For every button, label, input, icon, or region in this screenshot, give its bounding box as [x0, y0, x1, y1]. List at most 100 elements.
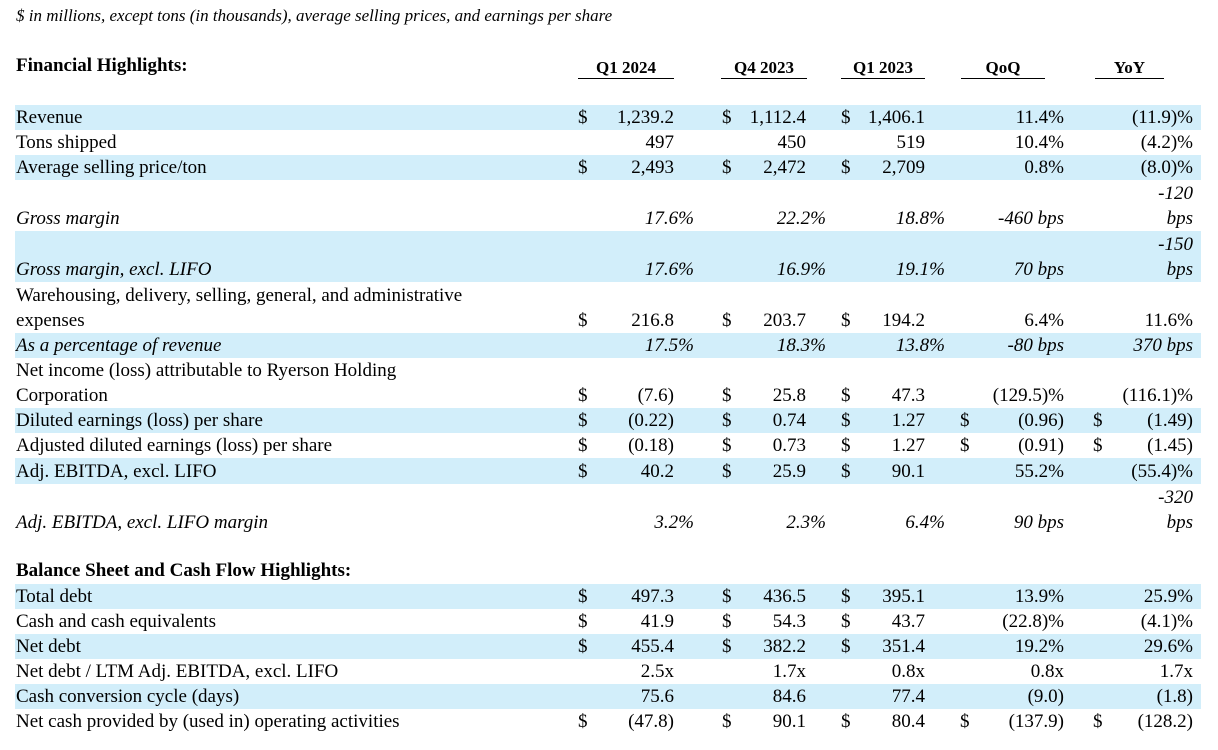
- row-label: Adj. EBITDA, excl. LIFO margin: [16, 512, 269, 533]
- currency-symbol: $: [841, 157, 851, 178]
- currency-symbol: $: [578, 310, 588, 331]
- column-header-q1-2024: Q1 2024: [578, 58, 674, 79]
- currency-symbol: $: [722, 586, 732, 607]
- value-q1-2024: (0.18): [628, 435, 674, 456]
- row-label: Tons shipped: [16, 132, 117, 153]
- value-qoq: 13.9%: [1014, 586, 1064, 607]
- value-q1-2023: 1.27: [891, 435, 925, 456]
- value-q1-2024: 17.5%: [644, 335, 694, 356]
- value-yoy: (55.4)%: [1131, 461, 1193, 482]
- value-q4-2023: 54.3: [772, 611, 806, 632]
- value-q1-2023: 43.7: [891, 611, 925, 632]
- currency-symbol: $: [960, 711, 970, 732]
- value-q1-2024: 216.8: [631, 310, 674, 331]
- value-yoy: -120: [1158, 183, 1193, 204]
- value-q1-2024: 40.2: [640, 461, 674, 482]
- currency-symbol: $: [722, 385, 732, 406]
- value-q4-2023: 1,112.4: [749, 107, 806, 128]
- value-qoq: 11.4%: [1015, 107, 1064, 128]
- currency-symbol: $: [841, 461, 851, 482]
- value-qoq: 6.4%: [1024, 310, 1064, 331]
- currency-symbol: $: [722, 636, 732, 657]
- value-yoy: bps: [1166, 208, 1193, 229]
- value-q1-2024: (0.22): [628, 410, 674, 431]
- row-shading: [15, 634, 1201, 659]
- value-yoy: -150: [1158, 234, 1193, 255]
- balance-sheet-highlights-title: Balance Sheet and Cash Flow Highlights:: [16, 560, 352, 581]
- value-q1-2024: 2.5x: [640, 661, 674, 682]
- currency-symbol: $: [722, 410, 732, 431]
- value-q4-2023: 450: [777, 132, 807, 153]
- currency-symbol: $: [722, 107, 732, 128]
- value-q1-2024: 75.6: [640, 686, 674, 707]
- value-q1-2024: 3.2%: [654, 512, 694, 533]
- value-q1-2023: 2,709: [882, 157, 925, 178]
- row-label: Net debt: [16, 636, 81, 657]
- value-q1-2023: 80.4: [891, 711, 925, 732]
- currency-symbol: $: [841, 636, 851, 657]
- currency-symbol: $: [1093, 410, 1103, 431]
- value-qoq: (22.8)%: [1002, 611, 1064, 632]
- value-q1-2024: 2,493: [631, 157, 674, 178]
- value-qoq: (137.9): [1008, 711, 1064, 732]
- value-qoq: -80 bps: [1007, 335, 1064, 356]
- value-q4-2023: 18.3%: [776, 335, 826, 356]
- column-header-q4-2023: Q4 2023: [721, 58, 807, 79]
- row-label: Corporation: [16, 385, 108, 406]
- value-yoy: (4.2)%: [1140, 132, 1193, 153]
- value-qoq: 55.2%: [1014, 461, 1064, 482]
- value-qoq: -460 bps: [998, 208, 1064, 229]
- currency-symbol: $: [578, 410, 588, 431]
- currency-symbol: $: [960, 410, 970, 431]
- row-shading: [15, 333, 1201, 358]
- row-label: Net income (loss) attributable to Ryerso…: [16, 360, 397, 381]
- row-label: Adjusted diluted earnings (loss) per sha…: [16, 435, 333, 456]
- value-yoy: bps: [1166, 259, 1193, 280]
- currency-symbol: $: [841, 107, 851, 128]
- value-q1-2023: 194.2: [882, 310, 925, 331]
- value-q4-2023: 2.3%: [786, 512, 826, 533]
- value-yoy: 29.6%: [1143, 636, 1193, 657]
- value-yoy: 25.9%: [1143, 586, 1193, 607]
- currency-symbol: $: [722, 157, 732, 178]
- value-q4-2023: 25.9: [772, 461, 806, 482]
- value-q4-2023: 0.74: [772, 410, 806, 431]
- currency-symbol: $: [722, 711, 732, 732]
- value-q4-2023: 90.1: [772, 711, 806, 732]
- value-q4-2023: 436.5: [763, 586, 806, 607]
- value-q1-2024: 17.6%: [644, 259, 694, 280]
- row-shading: [15, 408, 1201, 433]
- value-yoy: (116.1)%: [1122, 385, 1193, 406]
- row-label: Net debt / LTM Adj. EBITDA, excl. LIFO: [16, 661, 339, 682]
- row-label: Gross margin, excl. LIFO: [16, 259, 212, 280]
- currency-symbol: $: [722, 310, 732, 331]
- value-q1-2024: 41.9: [640, 611, 674, 632]
- currency-symbol: $: [722, 461, 732, 482]
- value-q4-2023: 0.73: [772, 435, 806, 456]
- row-label: Total debt: [16, 586, 93, 607]
- currency-symbol: $: [722, 611, 732, 632]
- value-q1-2023: 19.1%: [895, 259, 945, 280]
- value-yoy: -320: [1158, 487, 1193, 508]
- value-q1-2023: 0.8x: [891, 661, 925, 682]
- currency-symbol: $: [578, 611, 588, 632]
- value-qoq: 19.2%: [1014, 636, 1064, 657]
- value-q1-2024: (7.6): [637, 385, 674, 406]
- value-q4-2023: 2,472: [763, 157, 806, 178]
- value-yoy: 11.6%: [1144, 310, 1193, 331]
- currency-symbol: $: [578, 435, 588, 456]
- currency-symbol: $: [841, 711, 851, 732]
- currency-symbol: $: [578, 461, 588, 482]
- value-qoq: 70 bps: [1013, 259, 1064, 280]
- value-q1-2023: 13.8%: [895, 335, 945, 356]
- value-qoq: 10.4%: [1014, 132, 1064, 153]
- row-label: Diluted earnings (loss) per share: [16, 410, 263, 431]
- column-header-q1-2023: Q1 2023: [841, 58, 925, 79]
- value-q4-2023: 382.2: [763, 636, 806, 657]
- value-q4-2023: 22.2%: [776, 208, 826, 229]
- value-q1-2023: 77.4: [891, 686, 925, 707]
- value-yoy: (4.1)%: [1140, 611, 1193, 632]
- value-q1-2023: 351.4: [882, 636, 925, 657]
- value-yoy: (11.9)%: [1131, 107, 1193, 128]
- value-yoy: (1.49): [1147, 410, 1193, 431]
